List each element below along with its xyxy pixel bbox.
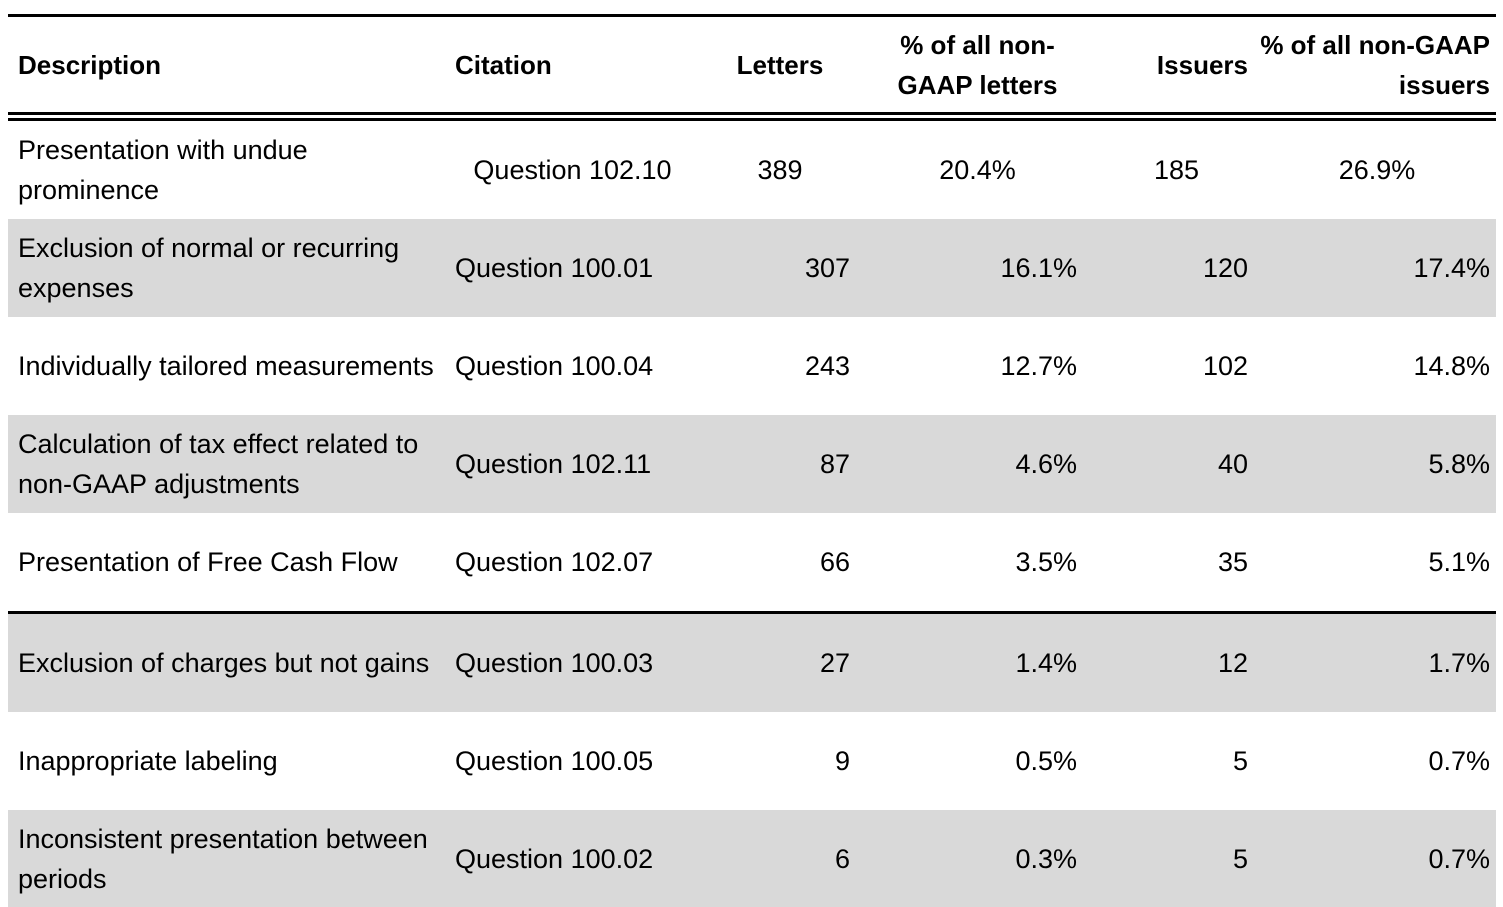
cell-letters: 66: [819, 547, 850, 577]
cell-description: Inappropriate labeling: [18, 746, 278, 776]
cell-issuers: 5: [1095, 810, 1258, 907]
table-header-row: Description Citation Letters % of all no…: [8, 14, 1496, 121]
cell-citation: Question 100.04: [455, 351, 654, 381]
cell-pct-issuers: 17.4%: [1258, 219, 1496, 317]
cell-description: Presentation with undue prominence: [18, 135, 308, 205]
cell-issuers: 185: [1153, 155, 1200, 185]
cell-pct-issuers: 0.7%: [1428, 746, 1490, 776]
cell-citation: Question 102.11: [445, 415, 700, 513]
cell-description: Presentation of Free Cash Flow: [18, 547, 398, 577]
cell-letters: 389: [757, 155, 803, 185]
header-citation: Citation: [445, 14, 700, 121]
non-gaap-comment-table: Description Citation Letters % of all no…: [8, 14, 1496, 907]
cell-pct-letters: 0.3%: [860, 810, 1095, 907]
cell-description: Calculation of tax effect related to non…: [8, 415, 445, 513]
cell-citation: Question 100.02: [445, 810, 700, 907]
cell-letters: 9: [834, 746, 850, 776]
cell-pct-letters: 20.4%: [939, 155, 1016, 185]
cell-description: Inconsistent presentation between period…: [8, 810, 445, 907]
cell-pct-letters: 16.1%: [860, 219, 1095, 317]
cell-pct-letters: 3.5%: [1015, 547, 1077, 577]
cell-letters: 87: [700, 415, 860, 513]
cell-pct-letters: 0.5%: [1015, 746, 1077, 776]
cell-description: Exclusion of normal or recurring expense…: [8, 219, 445, 317]
cell-issuers: 40: [1095, 415, 1258, 513]
cell-description: Individually tailored measurements: [18, 351, 434, 381]
cell-letters: 243: [804, 351, 850, 381]
cell-issuers: 5: [1232, 746, 1248, 776]
table-row: Presentation of Free Cash Flow Question …: [8, 513, 1496, 613]
header-letters: Letters: [700, 14, 860, 121]
cell-issuers: 35: [1217, 547, 1248, 577]
cell-pct-letters: 1.4%: [860, 611, 1095, 712]
table-row: Individually tailored measurements Quest…: [8, 317, 1496, 415]
table-row: Calculation of tax effect related to non…: [8, 415, 1496, 513]
cell-pct-issuers: 26.9%: [1338, 155, 1416, 185]
table-row: Presentation with undue prominence Quest…: [8, 117, 1496, 220]
header-issuers: Issuers: [1095, 14, 1258, 121]
cell-citation: Question 102.10: [473, 155, 672, 185]
table-row: Inappropriate labeling Question 100.05 9…: [8, 712, 1496, 810]
header-description: Description: [8, 14, 445, 121]
cell-letters: 27: [700, 611, 860, 712]
cell-issuers: 12: [1095, 611, 1258, 712]
cell-description: Exclusion of charges but not gains: [8, 611, 445, 712]
cell-issuers: 120: [1095, 219, 1258, 317]
cell-letters: 307: [700, 219, 860, 317]
cell-pct-issuers: 5.8%: [1258, 415, 1496, 513]
cell-pct-issuers: 14.8%: [1413, 351, 1490, 381]
cell-citation: Question 100.03: [445, 611, 700, 712]
table-row: Exclusion of charges but not gains Quest…: [8, 611, 1496, 712]
table-row: Inconsistent presentation between period…: [8, 810, 1496, 907]
cell-pct-issuers: 0.7%: [1258, 810, 1496, 907]
cell-letters: 6: [700, 810, 860, 907]
cell-issuers: 102: [1202, 351, 1248, 381]
cell-pct-letters: 12.7%: [1000, 351, 1077, 381]
header-pct-issuers: % of all non-GAAP issuers: [1258, 14, 1496, 121]
header-pct-letters: % of all non- GAAP letters: [860, 14, 1095, 121]
cell-pct-issuers: 1.7%: [1258, 611, 1496, 712]
cell-citation: Question 100.05: [455, 746, 654, 776]
cell-pct-letters: 4.6%: [860, 415, 1095, 513]
table-row: Exclusion of normal or recurring expense…: [8, 219, 1496, 317]
cell-citation: Question 102.07: [455, 547, 654, 577]
cell-citation: Question 100.01: [445, 219, 700, 317]
cell-pct-issuers: 5.1%: [1428, 547, 1490, 577]
